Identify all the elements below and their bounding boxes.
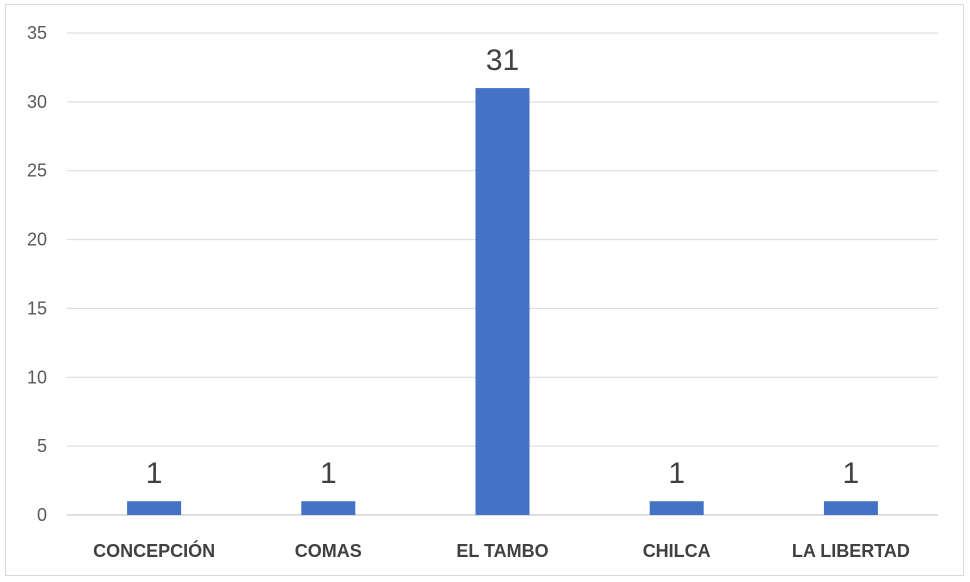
y-tick-label: 35: [27, 23, 47, 43]
data-label: 1: [668, 457, 685, 490]
bar: [301, 501, 356, 515]
y-tick-label: 10: [27, 367, 47, 387]
x-category-label: EL TAMBO: [456, 541, 548, 561]
bar: [649, 501, 704, 515]
data-label: 1: [843, 457, 860, 490]
x-category-label: LA LIBERTAD: [792, 541, 910, 561]
data-label: 1: [320, 457, 337, 490]
bar: [823, 501, 878, 515]
bar: [127, 501, 182, 515]
x-category-label: COMAS: [295, 541, 362, 561]
bar: [475, 88, 530, 515]
y-tick-label: 25: [27, 161, 47, 181]
x-category-label: CONCEPCIÓN: [93, 540, 215, 561]
x-category-label: CHILCA: [643, 541, 711, 561]
y-tick-label: 20: [27, 230, 47, 250]
y-tick-label: 30: [27, 92, 47, 112]
y-tick-label: 0: [37, 505, 47, 525]
y-tick-label: 5: [37, 436, 47, 456]
y-tick-label: 15: [27, 298, 47, 318]
data-label: 1: [146, 457, 163, 490]
data-label: 31: [486, 44, 519, 77]
